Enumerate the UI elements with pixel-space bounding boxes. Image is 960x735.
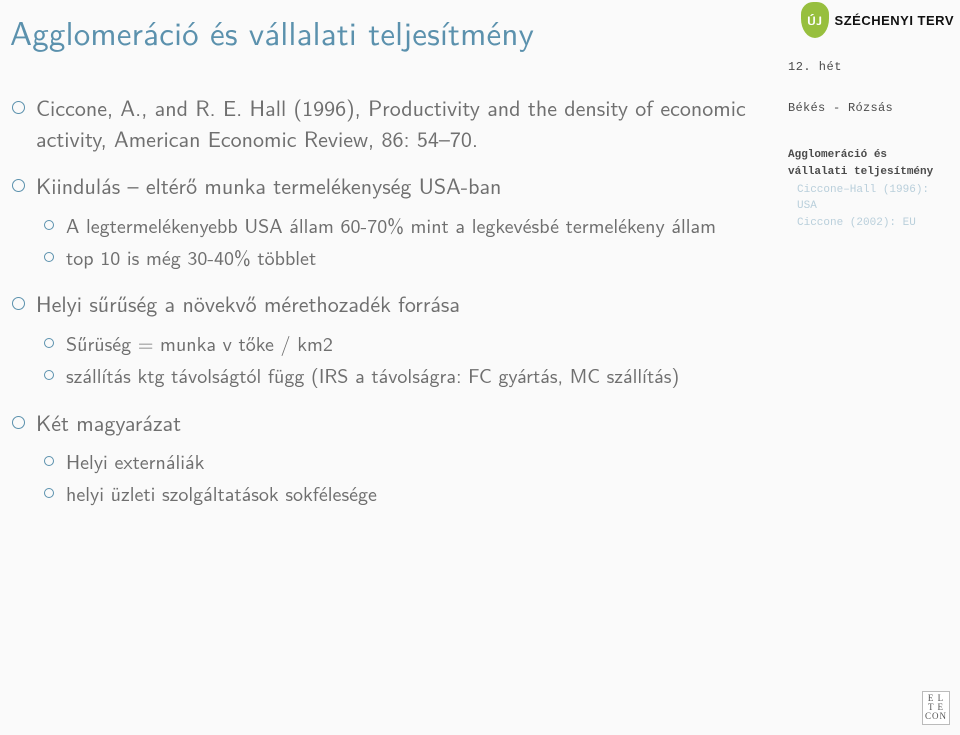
corner-logo-line: CON <box>925 712 947 721</box>
bullet-text: szállítás ktg távolságtól függ (IRS a tá… <box>66 361 679 390</box>
logo-brand-text: SZÉCHENYI TERV <box>835 13 954 28</box>
logo-badge-text: ÚJ <box>807 11 822 29</box>
list-item: A legtermelékenyebb USA állam 60-70% min… <box>66 212 752 240</box>
sub-list: Sűrüség = munka v tőke / km2 szállítás k… <box>36 330 752 391</box>
list-item: Két magyarázat Helyi externáliák helyi ü… <box>36 407 752 509</box>
sidebar-week: 12. hét <box>788 58 950 77</box>
main-content: Agglomeráció és vállalati teljesítmény C… <box>0 0 780 735</box>
list-item: Helyi sűrűség a növekvő mérethozadék for… <box>36 288 752 390</box>
list-item: Helyi externáliák <box>66 448 752 476</box>
list-item: Sűrüség = munka v tőke / km2 <box>66 330 752 358</box>
bullet-text: Két magyarázat <box>36 406 181 438</box>
sidebar: 12. hét Békés - Rózsás Agglomeráció és v… <box>780 0 960 735</box>
bullet-text: helyi üzleti szolgáltatások sokfélesége <box>66 479 377 508</box>
list-item: top 10 is még 30-40% többlet <box>66 244 752 272</box>
bullet-text: Helyi sűrűség a növekvő mérethozadék for… <box>36 287 460 319</box>
bullet-text: Sűrüség = munka v tőke / km2 <box>66 329 333 358</box>
sidebar-subsection: Ciccone (2002): EU <box>788 216 950 232</box>
sidebar-author: Békés - Rózsás <box>788 99 950 118</box>
list-item: helyi üzleti szolgáltatások sokfélesége <box>66 480 752 508</box>
sub-list: A legtermelékenyebb USA állam 60-70% min… <box>36 212 752 273</box>
bullet-text: top 10 is még 30-40% többlet <box>66 243 316 272</box>
list-item: Ciccone, A., and R. E. Hall (1996), Prod… <box>36 92 752 154</box>
corner-logo: E L T E CON <box>922 691 950 725</box>
sidebar-subsection: Ciccone–Hall (1996): USA <box>788 183 950 215</box>
logo-badge-icon: ÚJ <box>801 2 829 38</box>
bullet-text: Helyi externáliák <box>66 447 204 476</box>
bullet-text: A legtermelékenyebb USA állam 60-70% min… <box>66 211 716 240</box>
brand-logo: ÚJ SZÉCHENYI TERV <box>801 2 954 38</box>
bullet-text: Kiindulás – eltérő munka termelékenység … <box>36 169 501 201</box>
bullet-text: Ciccone, A., and R. E. Hall (1996), Prod… <box>36 91 746 154</box>
bullet-list: Ciccone, A., and R. E. Hall (1996), Prod… <box>10 92 752 509</box>
list-item: szállítás ktg távolságtól függ (IRS a tá… <box>66 362 752 390</box>
sidebar-section-active: Agglomeráció és vállalati teljesítmény <box>788 147 950 180</box>
slide-title: Agglomeráció és vállalati teljesítmény <box>10 8 752 56</box>
list-item: Kiindulás – eltérő munka termelékenység … <box>36 170 752 272</box>
sub-list: Helyi externáliák helyi üzleti szolgálta… <box>36 448 752 509</box>
